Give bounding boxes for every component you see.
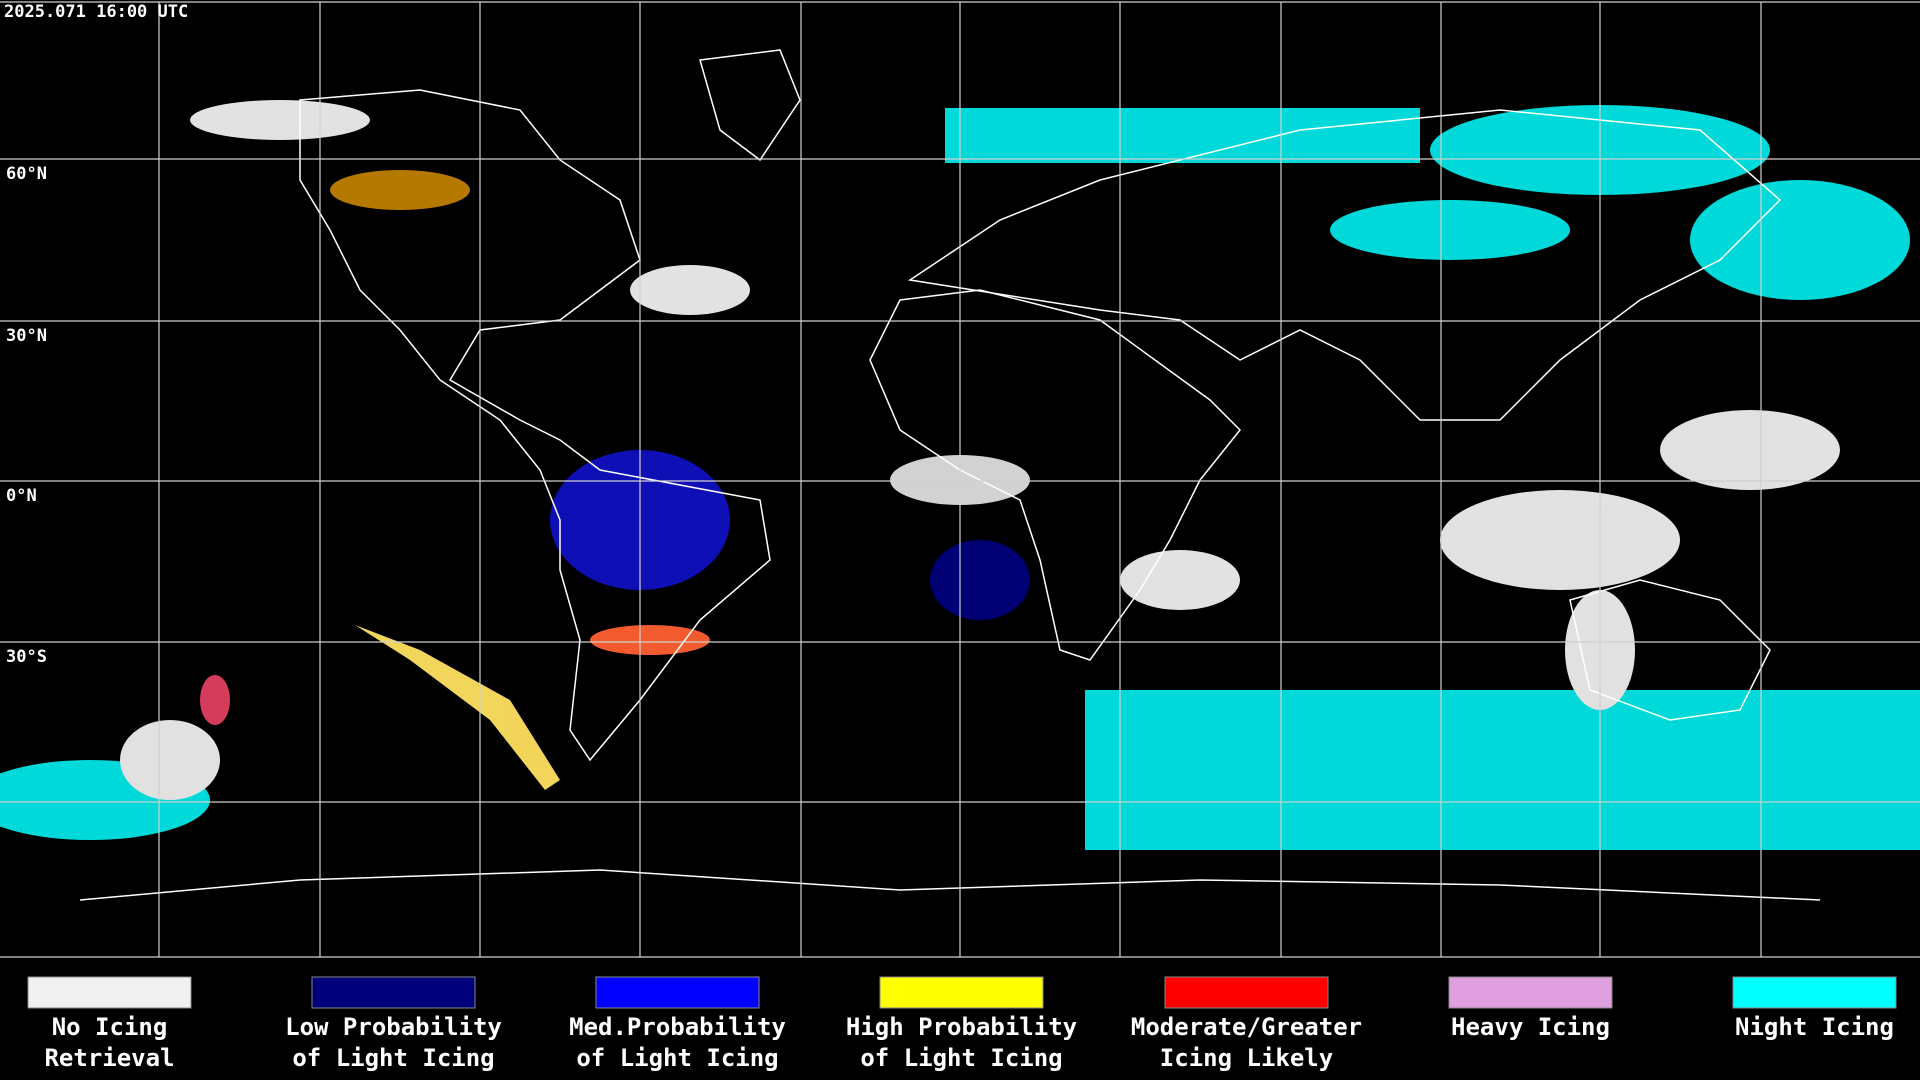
low-patch (930, 540, 1030, 620)
latitude-label: 30°S (6, 647, 47, 667)
australia-coast (1569, 579, 1771, 721)
legend: No Icing Retrieval Low Probability of Light… (27, 976, 1897, 1072)
latitude-label: 30°N (6, 326, 47, 346)
legend-label: High Probability (846, 1013, 1077, 1041)
no-icing-patch (120, 720, 220, 800)
no-icing-patch (190, 100, 370, 140)
timestamp: 2025.071 16:00 UTC (4, 2, 188, 22)
legend-label: Moderate/Greater (1131, 1013, 1362, 1041)
legend-label: Night Icing (1735, 1013, 1894, 1041)
no-icing-patch (1120, 550, 1240, 610)
legend-swatch (1448, 976, 1613, 1009)
legend-swatch (27, 976, 192, 1009)
legend-label: of Light Icing (576, 1044, 778, 1072)
graticule: 60°N 30°N 0°N 30°S (0, 1, 1920, 958)
africa-coast (869, 289, 1242, 661)
legend-swatch (1164, 976, 1329, 1009)
legend-label: Med.Probability (569, 1013, 786, 1041)
no-icing-patch (1660, 410, 1840, 490)
latitude-label: 60°N (6, 164, 47, 184)
legend-swatch (311, 976, 476, 1009)
map: 60°N 30°N 0°N 30°S (0, 1, 1920, 958)
no-icing-patch (1440, 490, 1680, 590)
legend-label: Icing Likely (1160, 1044, 1333, 1072)
latitude-label: 0°N (6, 486, 37, 506)
night-patch (1085, 690, 1920, 850)
cloud-patches (0, 100, 1920, 850)
greenland-coast (699, 49, 801, 162)
antarctica-coast (79, 869, 1821, 901)
legend-label: Retrieval (44, 1044, 174, 1072)
legend-label: of Light Icing (292, 1044, 494, 1072)
legend-label: No Icing (52, 1013, 168, 1041)
legend-swatch (1732, 976, 1897, 1009)
no-icing-patch (630, 265, 750, 315)
high-patch (330, 170, 470, 210)
night-patch (945, 108, 1420, 163)
high-patch (355, 625, 560, 790)
legend-label: Heavy Icing (1451, 1013, 1610, 1041)
night-patch (1690, 180, 1910, 300)
legend-label: of Light Icing (860, 1044, 1062, 1072)
americas-coast (299, 89, 771, 762)
legend-label: Low Probability (285, 1013, 502, 1041)
night-patch (1330, 200, 1570, 260)
legend-swatch (879, 976, 1044, 1009)
moderate-patch (200, 675, 230, 725)
legend-swatch (595, 976, 760, 1009)
